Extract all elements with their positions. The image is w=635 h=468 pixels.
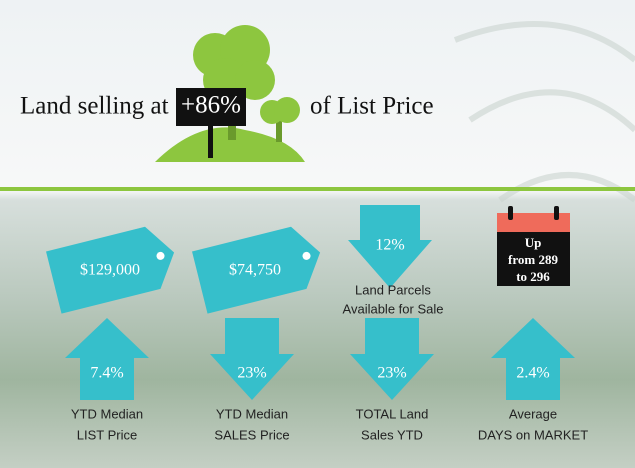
up-arrow — [491, 318, 575, 400]
stat-label: YTD Median — [71, 406, 143, 421]
parcels-value: 12% — [375, 237, 404, 254]
header-sign: +86% — [181, 92, 241, 119]
tag-value: $74,750 — [229, 262, 281, 279]
tree-illustration — [155, 25, 305, 162]
stat-value: 23% — [377, 365, 406, 382]
down-arrow — [348, 205, 432, 288]
stat-value: 2.4% — [516, 365, 549, 382]
parcels-label: Land Parcels — [355, 282, 431, 297]
divider — [0, 187, 635, 191]
stat-label: LIST Price — [77, 427, 137, 442]
calendar — [497, 206, 570, 286]
stat-label: DAYS on MARKET — [478, 427, 588, 442]
calendar-line: Up — [525, 235, 542, 250]
down-arrow — [210, 318, 294, 400]
stat-label: SALES Price — [214, 427, 289, 442]
header-suffix: of List Price — [310, 93, 434, 120]
tag-value: $129,000 — [80, 262, 140, 279]
stat-label: Average — [509, 406, 557, 421]
price-tag — [192, 226, 321, 314]
up-arrow — [65, 318, 149, 400]
sign — [176, 88, 246, 126]
stat-label: Sales YTD — [361, 427, 423, 442]
stat-label: TOTAL Land — [356, 406, 429, 421]
price-tag — [46, 226, 175, 314]
parcels-label: Available for Sale — [343, 301, 444, 316]
palm-decoration — [453, 21, 635, 203]
stat-value: 23% — [237, 365, 266, 382]
header-prefix: Land selling at — [20, 93, 169, 120]
stat-value: 7.4% — [90, 365, 123, 382]
down-arrow — [350, 318, 434, 400]
calendar-line: to 296 — [516, 269, 550, 284]
stat-label: YTD Median — [216, 406, 288, 421]
calendar-line: from 289 — [508, 252, 558, 267]
